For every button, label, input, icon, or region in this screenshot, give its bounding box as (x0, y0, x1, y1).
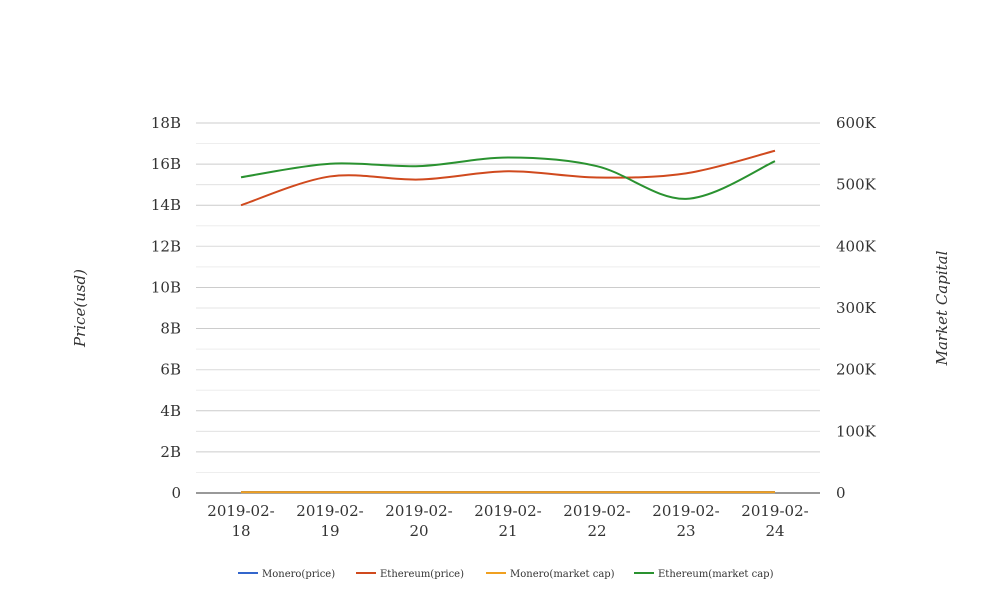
left-tick-label: 6B (160, 361, 181, 379)
x-tick-label: 2019-02-24 (741, 502, 808, 540)
right-axis-title: Market Capital (933, 250, 951, 366)
x-tick-label: 2019-02-19 (296, 502, 363, 540)
legend-label-monero-price: Monero(price) (262, 569, 335, 580)
left-tick-label: 10B (151, 278, 181, 296)
left-axis-title: Price(usd) (71, 269, 89, 348)
right-tick-label: 300K (836, 299, 877, 317)
right-tick-label: 600K (836, 114, 877, 132)
left-tick-label: 16B (151, 155, 181, 173)
left-tick-label: 14B (151, 196, 181, 214)
right-axis-ticks: 0 100K 200K 300K 400K 500K 600K (836, 114, 877, 502)
left-tick-label: 12B (151, 237, 181, 255)
x-tick-label: 2019-02-22 (563, 502, 630, 540)
legend-label-ethereum-price: Ethereum(price) (380, 569, 464, 580)
right-tick-label: 0 (836, 484, 846, 502)
x-axis-ticks: 2019-02-18 2019-02-19 2019-02-20 2019-02-21… (207, 502, 808, 540)
left-tick-label: 18B (151, 114, 181, 132)
right-tick-label: 100K (836, 422, 877, 440)
legend: Monero(price) Ethereum(price) Monero(marke… (238, 569, 774, 580)
left-tick-label: 4B (160, 402, 181, 420)
left-tick-label: 8B (160, 320, 181, 338)
x-tick-label: 2019-02-21 (474, 502, 541, 540)
legend-label-monero-market-cap: Monero(market cap) (510, 569, 615, 580)
right-tick-label: 500K (836, 176, 877, 194)
series-line-ethereum-market-cap (240, 156, 776, 200)
x-tick-label: 2019-02-23 (652, 502, 719, 540)
right-tick-label: 400K (836, 237, 877, 255)
left-tick-label: 0 (171, 484, 181, 502)
legend-label-ethereum-market-cap: Ethereum(market cap) (658, 569, 774, 580)
series-line-ethereum-price (240, 149, 776, 207)
x-tick-label: 2019-02-18 (207, 502, 274, 540)
right-tick-label: 200K (836, 361, 877, 379)
grid-lines (196, 122, 820, 473)
series-group (240, 149, 776, 494)
left-axis-ticks: 0 2B 4B 6B 8B 10B 12B 14B 16B 18B (151, 114, 181, 502)
x-tick-label: 2019-02-20 (385, 502, 452, 540)
left-tick-label: 2B (160, 443, 181, 461)
